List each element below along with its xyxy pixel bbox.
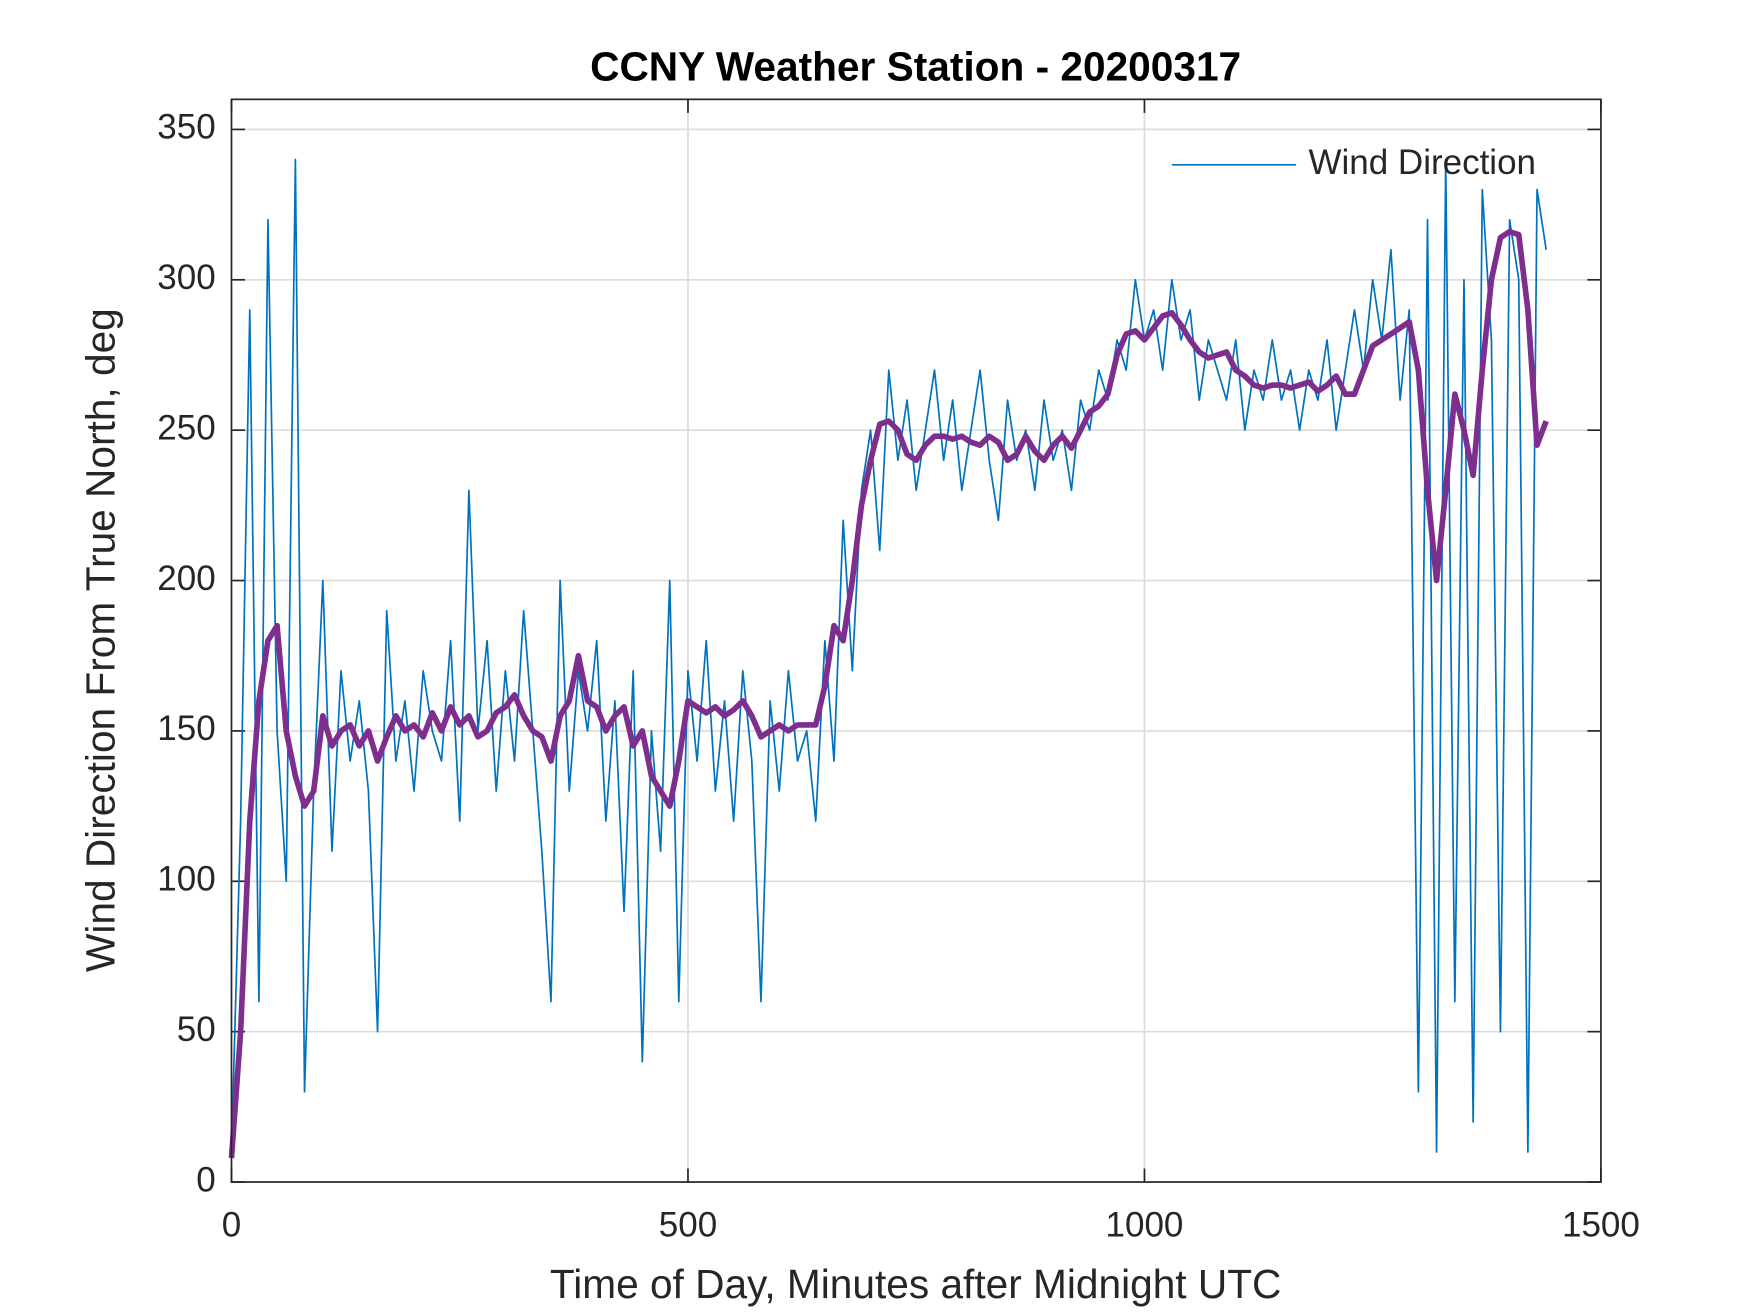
y-axis-label: Wind Direction From True North, deg <box>78 308 124 972</box>
legend-label: Wind Direction <box>1309 143 1536 182</box>
axes-box <box>230 98 1602 1183</box>
y-tick-label: 300 <box>157 258 215 297</box>
y-tick-label: 0 <box>196 1160 215 1199</box>
x-tick-label: 0 <box>222 1205 241 1244</box>
y-tick-label: 200 <box>157 559 215 598</box>
x-tick-label: 500 <box>659 1205 717 1244</box>
y-tick-label: 350 <box>157 108 215 147</box>
x-axis-label: Time of Day, Minutes after Midnight UTC <box>550 1261 1281 1307</box>
data-line <box>230 158 1548 1153</box>
x-tick-label: 1500 <box>1562 1205 1640 1244</box>
data-line <box>228 228 1549 1159</box>
y-tick-label: 50 <box>177 1010 216 1049</box>
chart-title: CCNY Weather Station - 20200317 <box>590 44 1241 90</box>
y-tick-label: 150 <box>157 709 215 748</box>
x-tick-label: 1000 <box>1106 1205 1184 1244</box>
y-tick-label: 100 <box>157 860 215 899</box>
y-tick-label: 250 <box>157 408 215 447</box>
